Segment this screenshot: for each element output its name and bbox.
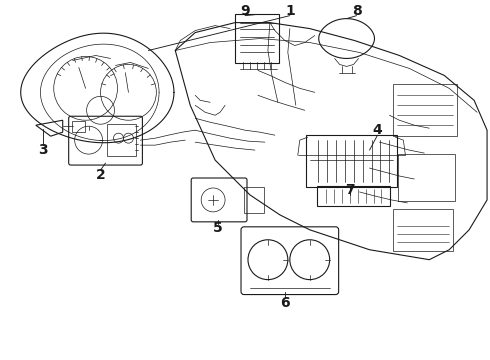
Text: 6: 6 bbox=[280, 296, 290, 310]
Text: 2: 2 bbox=[96, 168, 105, 182]
Text: 8: 8 bbox=[352, 4, 362, 18]
Text: 7: 7 bbox=[345, 183, 354, 197]
Text: 9: 9 bbox=[240, 4, 250, 18]
Text: 3: 3 bbox=[38, 143, 48, 157]
Text: 4: 4 bbox=[372, 123, 382, 137]
Text: 5: 5 bbox=[213, 221, 223, 235]
Text: 1: 1 bbox=[285, 4, 294, 18]
